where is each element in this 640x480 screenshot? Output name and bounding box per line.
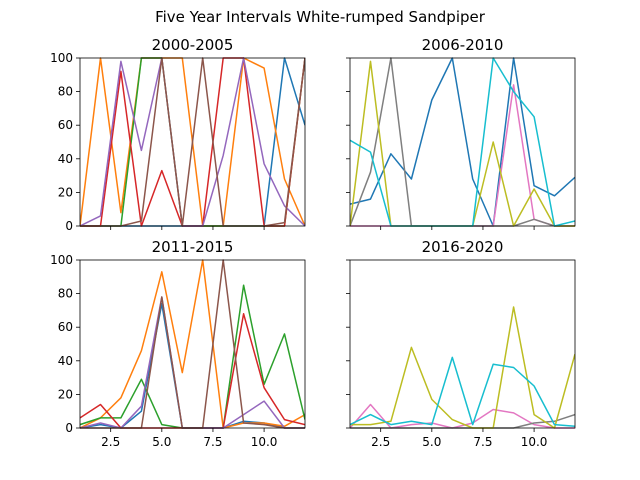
axes-frame [349,259,576,429]
y-tick-label: 100 [50,51,73,65]
subplot-title: 2016-2020 [422,238,504,256]
subplot-2006-2010: 2006-2010 [346,36,576,230]
series-line-1 [350,403,575,429]
axes-frame [79,259,306,429]
series-line-6 [80,259,305,429]
y-tick-label: 0 [65,421,73,435]
subplot-title: 2000-2005 [152,36,234,54]
y-tick-label: 100 [50,253,73,267]
y-tick-label: 60 [58,320,73,334]
plot-lines [350,306,575,429]
y-tick-label: 60 [58,118,73,132]
series-line-4 [350,356,575,428]
x-tick-label: 10.0 [251,435,278,449]
subplot-title: 2006-2010 [422,36,504,54]
axes-frame [79,57,306,227]
series-line-2 [80,259,305,429]
series-line-6 [80,57,305,227]
plot-lines [80,57,305,227]
subplot-grid: 2000-20050204060801002006-20102011-20152… [50,36,576,449]
plot-lines [80,259,305,429]
y-tick-label: 40 [58,152,73,166]
y-tick-label: 80 [58,85,73,99]
x-tick-label: 10.0 [521,435,548,449]
plot-lines [350,57,575,227]
y-tick-label: 20 [58,185,73,199]
series-line-3 [80,284,305,429]
series-line-3 [350,306,575,429]
subplot-2000-2005: 2000-2005 0 20 40 60 80 100 [50,36,306,233]
x-tick-label: 5.0 [422,435,441,449]
y-tick-label: 80 [58,287,73,301]
subplot-2016-2020: 2016-2020 2.5 5.0 7.5 10.0 [346,238,576,449]
y-tick-label: 20 [58,387,73,401]
subplot-title: 2011-2015 [152,238,234,256]
x-tick-label: 2.5 [101,435,120,449]
y-tick-label: 0 [65,219,73,233]
axes-frame [349,57,576,227]
figure-title: Five Year Intervals White-rumped Sandpip… [155,8,486,26]
series-line-1 [350,57,575,227]
subplot-2011-2015: 2011-2015 2.5 5.0 7.5 10.0 0 20 40 60 80 100 [50,238,306,449]
x-tick-label: 5.0 [152,435,171,449]
x-tick-label: 7.5 [203,435,222,449]
y-tick-label: 40 [58,354,73,368]
x-tick-label: 2.5 [371,435,390,449]
x-tick-label: 7.5 [473,435,492,449]
